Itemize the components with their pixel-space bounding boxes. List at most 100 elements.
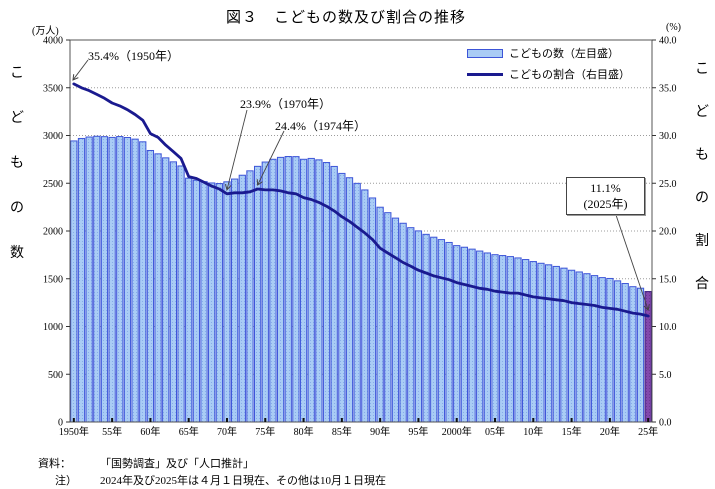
left-axis-title-char-0: こ <box>10 66 24 81</box>
x-tick-10年: 10年 <box>523 425 543 438</box>
x-tick-85年: 85年 <box>332 425 352 438</box>
bar-1956 <box>116 136 124 423</box>
bar-2024 <box>636 287 645 423</box>
bar-2008 <box>514 257 522 423</box>
arrow-2025 <box>615 214 650 311</box>
x-tick-2000年: 2000年 <box>442 425 472 438</box>
bar-1952 <box>85 136 93 423</box>
bar-1961 <box>154 153 162 423</box>
right-axis-title: こどもの割合 <box>695 58 709 293</box>
bar-1996 <box>422 233 430 423</box>
annotation-1974: 24.4%（1974年） <box>275 119 366 133</box>
bar-1960 <box>146 149 155 423</box>
bar-1982 <box>315 159 323 423</box>
left-tick-3000: 3000 <box>43 131 63 142</box>
x-tick-75年: 75年 <box>255 425 275 438</box>
right-axis-title-char-5: 合 <box>695 277 709 292</box>
bar-2023 <box>629 286 637 423</box>
bar-1993 <box>399 222 407 423</box>
arrow-1970 <box>224 109 248 191</box>
right-tick-25.0: 25.0 <box>659 179 677 190</box>
left-tick-2500: 2500 <box>43 179 63 190</box>
bar-2021 <box>613 280 622 423</box>
right-tick-0.0: 0.0 <box>659 418 672 429</box>
bar-1970 <box>223 181 231 423</box>
right-tick-20.0: 20.0 <box>659 227 677 238</box>
bar-1995 <box>414 230 423 423</box>
right-tick-40.0: 40.0 <box>659 36 677 47</box>
bar-1973 <box>246 170 254 423</box>
bar-1989 <box>368 197 377 423</box>
bar-2015 <box>567 269 576 423</box>
callout-value: 11.1% <box>590 181 621 195</box>
bar-1977 <box>276 156 285 423</box>
right-axis-title-char-3: の <box>695 191 709 206</box>
bar-1958 <box>131 138 139 423</box>
bar-1984 <box>330 165 338 423</box>
bar-2019 <box>598 277 606 423</box>
bar-1951 <box>77 137 86 423</box>
left-axis-title-char-4: 数 <box>10 246 24 261</box>
bar-1983 <box>322 162 331 423</box>
bar-1999 <box>445 241 453 423</box>
right-tick-35.0: 35.0 <box>659 83 677 94</box>
left-axis-title: こどもの数 <box>10 62 24 262</box>
bar-2017 <box>583 273 591 423</box>
bar-2009 <box>522 259 530 423</box>
bar-2010 <box>529 261 537 423</box>
bar-1991 <box>384 212 392 423</box>
x-tick-1950年: 1950年 <box>59 425 89 438</box>
annotation-2025-box: 11.1% (2025年) <box>566 177 645 215</box>
arrow-1950 <box>72 59 89 81</box>
bar-2022 <box>621 283 629 423</box>
note-label: 注） <box>55 475 77 487</box>
bar-1997 <box>430 236 438 423</box>
right-axis-title-char-4: 割 <box>695 234 709 249</box>
legend: こどもの数（左目盛） こどもの割合（右目盛） <box>467 45 630 82</box>
bar-2012 <box>544 264 553 423</box>
bar-1988 <box>361 189 369 423</box>
right-axis-title-char-2: も <box>695 148 709 163</box>
bar-1975 <box>261 161 269 423</box>
annotation-1950: 35.4%（1950年） <box>88 49 179 63</box>
right-tick-30.0: 30.0 <box>659 131 677 142</box>
bar-2003 <box>476 250 484 423</box>
bar-1978 <box>284 156 292 423</box>
x-tick-65年: 65年 <box>179 425 199 438</box>
x-tick-05年: 05年 <box>485 425 505 438</box>
bar-1972 <box>238 174 246 423</box>
note-text: 2024年及び2025年は４月１日現在、その他は10月１日現在 <box>100 475 386 487</box>
line-swatch-icon <box>467 72 503 76</box>
x-tick-70年: 70年 <box>217 425 237 438</box>
bar-1965 <box>185 177 193 423</box>
bar-1974 <box>253 165 262 423</box>
bar-1966 <box>192 179 200 423</box>
callout-year: (2025年) <box>583 197 628 211</box>
bar-1950 <box>70 140 78 423</box>
left-axis-title-char-1: ど <box>10 111 24 126</box>
bar-2002 <box>468 248 476 423</box>
ratio-line <box>72 82 650 318</box>
bar-2014 <box>560 267 568 423</box>
x-tick-25年: 25年 <box>638 425 658 438</box>
x-tick-80年: 80年 <box>294 425 314 438</box>
left-axis-title-char-2: も <box>10 156 24 171</box>
left-tick-1000: 1000 <box>43 322 63 333</box>
right-axis-title-char-1: ど <box>695 105 709 120</box>
bar-1963 <box>169 161 178 423</box>
bar-1992 <box>391 217 400 423</box>
left-tick-4000: 4000 <box>43 36 63 47</box>
bar-swatch-icon <box>467 48 503 58</box>
left-tick-500: 500 <box>48 370 63 381</box>
bar-1990 <box>376 206 384 423</box>
right-tick-5.0: 5.0 <box>659 370 672 381</box>
bar-1998 <box>437 239 446 423</box>
left-tick-2000: 2000 <box>43 227 63 238</box>
bar-1968 <box>208 182 216 423</box>
bar-1969 <box>215 183 223 423</box>
bar-1959 <box>139 141 147 423</box>
left-axis-unit: (万人) <box>32 26 59 37</box>
annotation-1970: 23.9%（1970年） <box>240 97 331 111</box>
right-tick-10.0: 10.0 <box>659 322 677 333</box>
